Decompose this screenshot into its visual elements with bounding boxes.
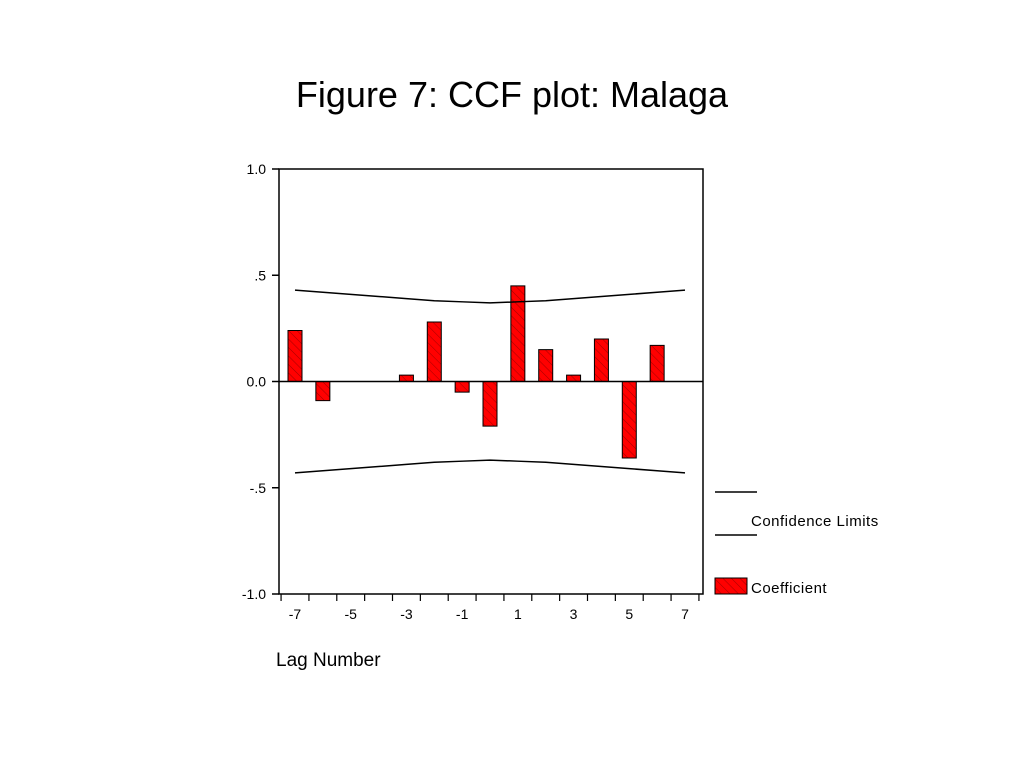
y-tick-label: 0.0	[247, 374, 267, 390]
legend-coefficient-swatch	[714, 577, 748, 595]
confidence-limits	[294, 289, 686, 474]
x-axis: -7 -5 -3 -1 1 3 5 7	[280, 594, 700, 622]
legend-coefficient-label: Coefficient	[751, 580, 827, 597]
coefficient-bar-lag-6	[649, 344, 665, 382]
coefficient-bar-lag-5	[621, 381, 637, 459]
legend: Confidence Limits Coefficient	[714, 491, 879, 597]
coefficient-bar-lag-1	[510, 285, 526, 382]
x-tick-label: 5	[625, 606, 633, 622]
coefficient-bar-lag-0	[482, 381, 498, 427]
x-tick-label: 3	[570, 606, 578, 622]
x-tick-label: 7	[681, 606, 689, 622]
legend-confidence-label: Confidence Limits	[751, 513, 879, 530]
y-tick-label: .5	[254, 267, 266, 283]
coefficient-bar-lag--7	[287, 330, 303, 382]
x-tick-label: -1	[456, 606, 469, 622]
chart-title: Figure 7: CCF plot: Malaga	[295, 74, 729, 115]
x-tick-label: -3	[400, 606, 413, 622]
coefficient-bar-lag--1	[454, 381, 470, 393]
lower-confidence-limit	[294, 459, 686, 474]
x-tick-label: -5	[344, 606, 357, 622]
y-tick-label: 1.0	[247, 161, 267, 177]
coefficient-bar-lag--3	[398, 374, 414, 382]
coefficient-bar-lag-3	[566, 374, 582, 382]
upper-confidence-limit	[294, 289, 686, 304]
y-axis: 1.0 .5 0.0 -.5 -1.0	[242, 161, 279, 602]
coefficient-bar-lag--2	[426, 321, 442, 382]
y-tick-label: -.5	[250, 480, 267, 496]
coefficient-bar-lag--6	[315, 381, 331, 402]
coefficient-bars	[287, 285, 665, 459]
x-tick-label: 1	[514, 606, 522, 622]
x-axis-label: Lag Number	[276, 650, 381, 671]
coefficient-bar-lag-2	[538, 349, 554, 382]
x-tick-label: -7	[289, 606, 302, 622]
y-tick-label: -1.0	[242, 586, 266, 602]
coefficient-bar-lag-4	[593, 338, 609, 382]
